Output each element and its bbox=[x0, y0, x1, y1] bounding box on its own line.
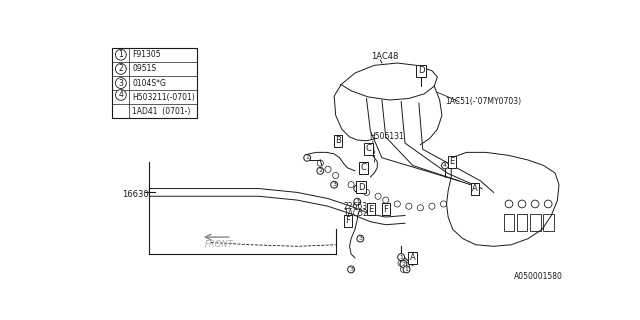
Circle shape bbox=[356, 186, 362, 192]
Circle shape bbox=[505, 200, 513, 208]
Text: 4: 4 bbox=[443, 163, 447, 168]
Circle shape bbox=[333, 172, 339, 179]
Text: F91305: F91305 bbox=[132, 50, 161, 59]
Text: 2: 2 bbox=[118, 64, 124, 73]
Text: B: B bbox=[335, 136, 341, 145]
Text: 22663: 22663 bbox=[344, 202, 367, 211]
Circle shape bbox=[518, 200, 526, 208]
Circle shape bbox=[364, 189, 369, 196]
Text: 1: 1 bbox=[355, 186, 359, 191]
Text: 4: 4 bbox=[118, 91, 124, 100]
Circle shape bbox=[417, 205, 424, 211]
Text: C: C bbox=[360, 163, 366, 172]
Text: 3: 3 bbox=[349, 267, 353, 272]
Bar bbox=[516, 214, 527, 231]
Text: 0951S: 0951S bbox=[132, 64, 157, 73]
Text: F: F bbox=[346, 216, 351, 225]
Text: E: E bbox=[449, 157, 454, 166]
Circle shape bbox=[531, 200, 539, 208]
Circle shape bbox=[325, 166, 331, 172]
Text: 3: 3 bbox=[332, 182, 336, 187]
Circle shape bbox=[383, 197, 389, 203]
Text: 3: 3 bbox=[358, 236, 362, 241]
Text: 2: 2 bbox=[401, 261, 406, 267]
Circle shape bbox=[348, 182, 354, 188]
Circle shape bbox=[406, 203, 412, 209]
Bar bbox=[113, 48, 197, 118]
Text: 1: 1 bbox=[404, 267, 408, 272]
Text: 1: 1 bbox=[399, 255, 403, 260]
Text: 1: 1 bbox=[118, 50, 124, 59]
Text: 1AC48: 1AC48 bbox=[371, 52, 399, 61]
Text: D: D bbox=[358, 182, 364, 191]
Text: 3: 3 bbox=[355, 199, 359, 204]
Text: 1AC52: 1AC52 bbox=[344, 210, 368, 219]
Text: 1AC51(-'07MY0703): 1AC51(-'07MY0703) bbox=[445, 97, 521, 106]
Circle shape bbox=[398, 260, 404, 266]
Circle shape bbox=[394, 201, 401, 207]
Circle shape bbox=[545, 200, 552, 208]
Bar bbox=[530, 214, 541, 231]
Text: 2: 2 bbox=[318, 168, 323, 173]
Text: H503211(-0701): H503211(-0701) bbox=[132, 93, 195, 102]
Text: A: A bbox=[410, 253, 415, 262]
Circle shape bbox=[401, 266, 406, 273]
Text: D: D bbox=[418, 66, 424, 75]
Text: 0104S*G: 0104S*G bbox=[132, 78, 166, 88]
Text: 16630: 16630 bbox=[122, 190, 148, 199]
Text: E: E bbox=[369, 205, 374, 214]
Text: A: A bbox=[472, 184, 478, 193]
Circle shape bbox=[429, 203, 435, 209]
Bar bbox=[504, 214, 515, 231]
Text: C: C bbox=[366, 144, 372, 153]
Text: F: F bbox=[383, 205, 388, 214]
Text: H506131: H506131 bbox=[369, 132, 404, 141]
Bar bbox=[543, 214, 554, 231]
Text: 1: 1 bbox=[305, 155, 309, 160]
Text: A050001580: A050001580 bbox=[514, 272, 563, 281]
Circle shape bbox=[403, 262, 410, 268]
Text: FRONT: FRONT bbox=[204, 240, 233, 249]
Text: 1AD41  (0701-): 1AD41 (0701-) bbox=[132, 107, 191, 116]
Text: 3: 3 bbox=[118, 78, 124, 88]
Circle shape bbox=[317, 160, 323, 166]
Circle shape bbox=[375, 193, 381, 199]
Circle shape bbox=[440, 201, 447, 207]
